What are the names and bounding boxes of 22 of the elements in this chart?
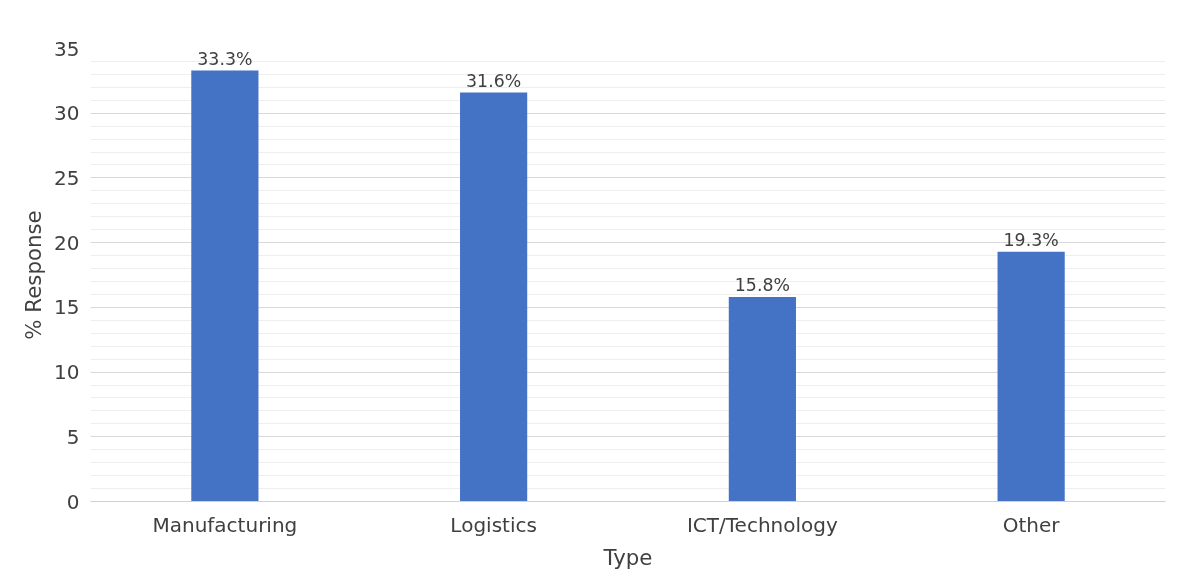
x-tick-label: ICT/Technology: [686, 512, 838, 537]
x-tick-label: Logistics: [450, 512, 537, 537]
y-tick-label: 10: [54, 360, 80, 385]
x-axis-title: Type: [602, 544, 653, 570]
data-label: 31.6%: [466, 70, 522, 91]
y-tick-label: 25: [54, 165, 80, 190]
bar: [460, 92, 528, 502]
bar: [728, 297, 796, 502]
y-tick-label: 5: [66, 424, 80, 449]
data-label: 15.8%: [734, 275, 790, 295]
data-label: 33.3%: [197, 48, 253, 69]
y-tick-label: 20: [54, 230, 80, 255]
y-tick-label: 35: [54, 36, 80, 61]
bar: [997, 251, 1065, 502]
x-tick-label: Manufacturing: [152, 512, 298, 537]
y-tick-label: 0: [66, 489, 80, 514]
y-tick-label: 15: [54, 295, 80, 320]
x-tick-label: Other: [1002, 512, 1061, 537]
y-tick-label: 30: [54, 101, 80, 126]
y-axis-title: % Response: [21, 210, 47, 340]
bar: [191, 70, 259, 502]
data-label: 19.3%: [1003, 229, 1059, 250]
